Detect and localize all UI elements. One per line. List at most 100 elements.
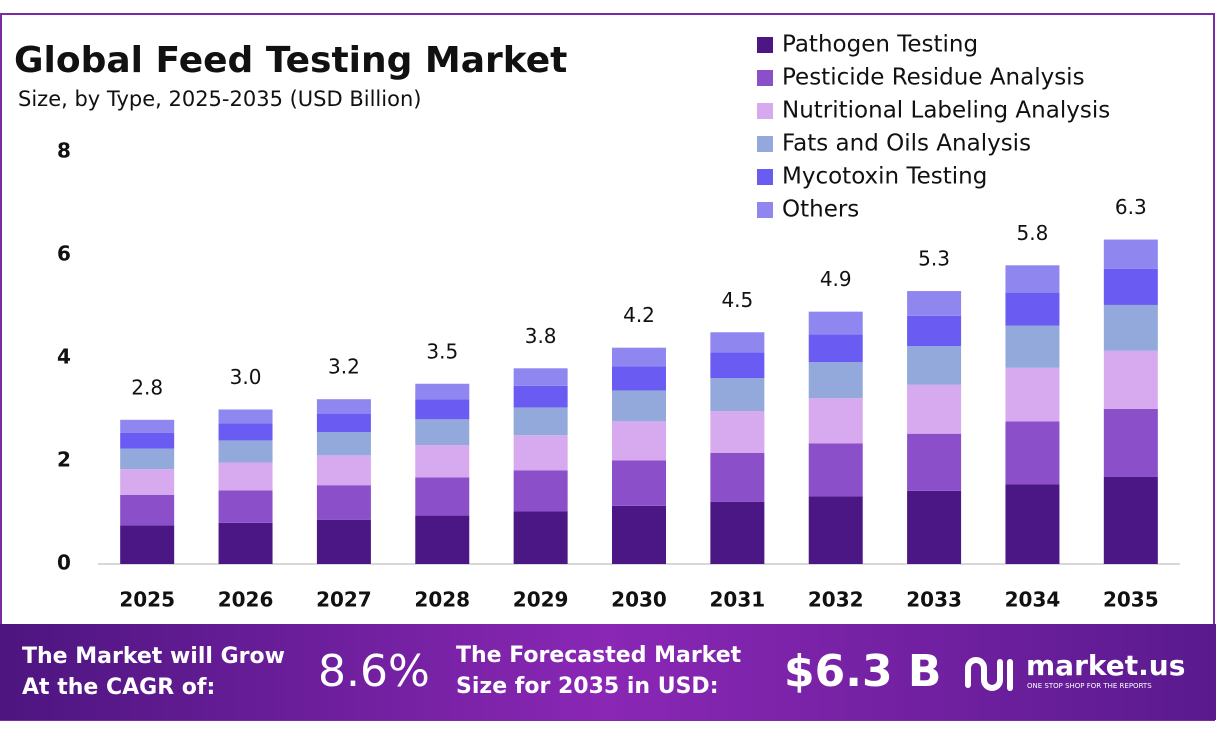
bar-segment [513,511,568,564]
bar-segment [1103,304,1158,351]
y-tick-label: 6 [57,242,71,266]
bar-segment [907,433,962,491]
bar-segment [415,477,470,516]
brand-name: market.us [1026,649,1185,682]
legend-swatch [757,103,773,119]
footer-band [0,624,1216,720]
bar-segment [1005,265,1060,293]
bar-segment [415,399,470,420]
bar-segment [808,334,863,363]
bar-segment [513,470,568,512]
legend-swatch [757,37,773,53]
x-tick-label: 2025 [119,588,175,612]
bar-segment [612,347,666,367]
bar-segment [120,419,175,433]
legend-label: Pesticide Residue Analysis [782,65,1085,91]
bar-segment [415,383,470,400]
bar-segment [710,332,765,353]
bar-segment [1103,408,1158,477]
legend-swatch [757,202,773,218]
cagr-text: At the CAGR of: [22,675,215,700]
bar-segment [612,366,666,391]
bar-segment [710,352,765,379]
bar-segment [218,462,273,491]
total-label: 6.3 [1115,195,1147,219]
bar-segment [907,315,962,347]
bar-segment [316,399,371,414]
x-tick-label: 2033 [906,588,962,612]
bar-segment [415,515,470,564]
x-tick-label: 2032 [808,588,864,612]
total-label: 3.8 [525,324,557,348]
total-label: 3.2 [328,355,360,379]
legend-swatch [757,169,773,185]
x-tick-label: 2029 [513,588,569,612]
total-label: 4.2 [623,303,655,327]
bar-segment [710,378,765,412]
bar-segment [120,494,175,526]
bar-segment [1005,292,1060,326]
forecast-text: The Forecasted Market [456,643,742,668]
total-label: 3.0 [230,365,262,389]
bar-segment [513,435,568,471]
bar-segment [218,490,273,523]
brand-tagline: ONE STOP SHOP FOR THE REPORTS [1027,682,1152,690]
bar-segment [316,432,371,456]
bar-segment [120,432,175,449]
bar-segment [907,384,962,434]
y-tick-label: 0 [57,551,71,575]
legend-label: Pathogen Testing [782,32,978,58]
x-tick-label: 2026 [218,588,274,612]
total-label: 5.3 [918,247,950,271]
bar-segment [612,390,666,422]
bar-segment [710,411,765,453]
bar-segment [907,291,962,316]
bar-segment [710,501,765,564]
bar-segment [907,490,962,564]
bar-segment [316,519,371,564]
bar-segment [1005,484,1060,564]
bar-segment [1103,268,1158,305]
y-tick-label: 8 [57,139,71,163]
chart-title: Global Feed Testing Market [14,40,567,81]
bar-segment [1103,476,1158,564]
bar-segment [316,413,371,433]
brand-logo [965,657,1013,691]
bar-segment [808,311,863,335]
bar-segment [218,522,273,564]
forecast-text: Size for 2035 in USD: [456,674,719,699]
bar-segment [1103,239,1158,269]
legend-swatch [757,70,773,86]
cagr-text: The Market will Grow [22,644,285,669]
y-tick-label: 2 [57,448,71,472]
bar-segment [120,448,175,470]
bar-segment [1005,421,1060,485]
bar-segment [808,362,863,399]
x-tick-label: 2028 [414,588,470,612]
total-label: 3.5 [426,339,458,363]
bar-segment [120,525,175,564]
bar-segment [710,452,765,502]
cagr-value: 8.6% [318,646,430,697]
bar-segment [907,346,962,385]
bar-segment [513,385,568,408]
total-label: 4.5 [721,288,753,312]
legend-label: Others [782,197,859,223]
bar-segment [1005,325,1060,368]
legend-label: Nutritional Labeling Analysis [782,98,1110,124]
total-label: 5.8 [1017,221,1049,245]
bar-segment [316,485,371,520]
bar-segment [415,419,470,446]
x-tick-label: 2030 [611,588,667,612]
bar-segment [1005,367,1060,422]
bar-segment [513,368,568,386]
x-tick-label: 2035 [1103,588,1159,612]
x-tick-label: 2027 [316,588,372,612]
bar-segment [218,423,273,441]
bar-segment [316,455,371,486]
bar-segment [218,409,273,424]
bar-segment [808,398,863,444]
bar-segment [612,505,666,564]
total-label: 2.8 [131,375,163,399]
